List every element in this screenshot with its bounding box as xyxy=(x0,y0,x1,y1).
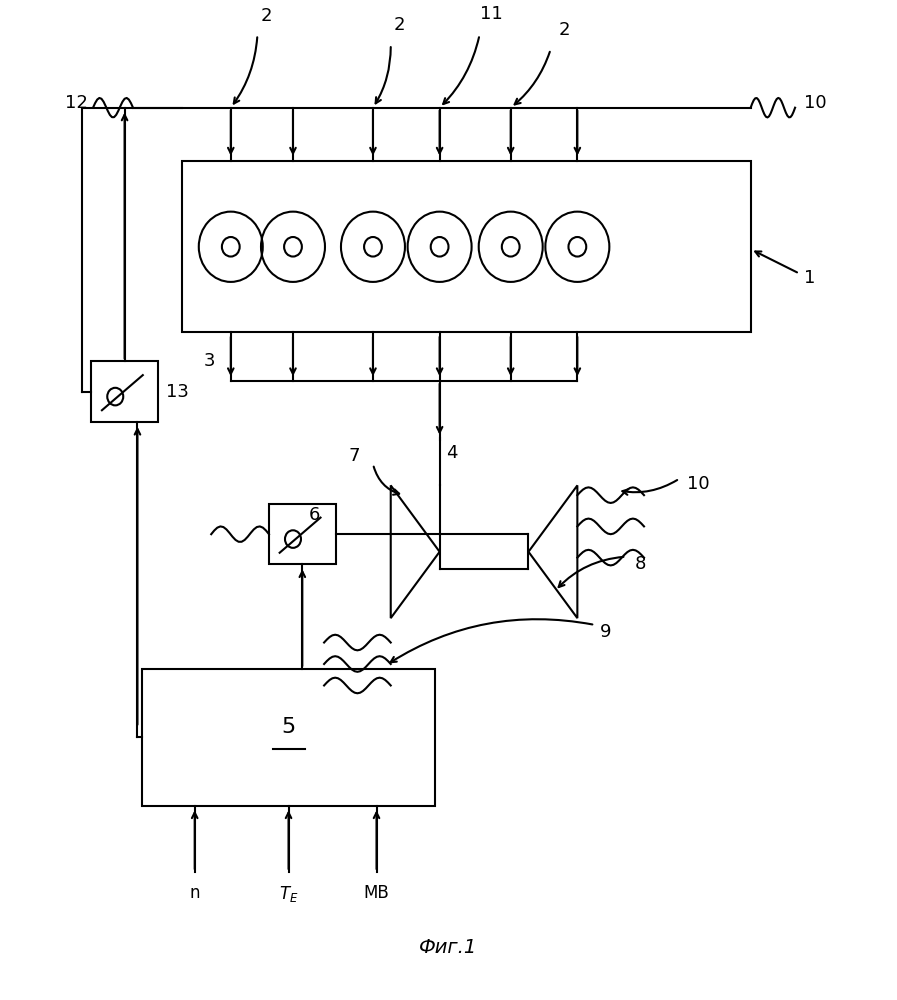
Text: 6: 6 xyxy=(309,506,320,524)
Text: 10: 10 xyxy=(804,94,827,112)
Text: 8: 8 xyxy=(635,555,647,573)
Bar xyxy=(142,669,435,806)
Text: 1: 1 xyxy=(804,269,815,287)
Text: MB: MB xyxy=(363,884,389,902)
Text: $T_E$: $T_E$ xyxy=(279,884,299,904)
Bar xyxy=(269,504,335,564)
Text: 5: 5 xyxy=(282,717,296,737)
Text: 2: 2 xyxy=(558,21,570,39)
Text: 2: 2 xyxy=(394,16,405,34)
Text: 13: 13 xyxy=(166,383,188,401)
Bar xyxy=(91,361,158,422)
Text: 10: 10 xyxy=(687,475,710,493)
Text: 9: 9 xyxy=(599,623,611,641)
Text: 12: 12 xyxy=(65,94,88,112)
Text: 11: 11 xyxy=(480,5,502,23)
Text: 4: 4 xyxy=(446,444,457,462)
Text: 3: 3 xyxy=(205,352,215,370)
Text: 2: 2 xyxy=(260,7,272,25)
Text: 7: 7 xyxy=(348,447,360,465)
Text: n: n xyxy=(189,884,200,902)
Text: Фиг.1: Фиг.1 xyxy=(420,938,477,957)
Bar xyxy=(182,161,751,332)
